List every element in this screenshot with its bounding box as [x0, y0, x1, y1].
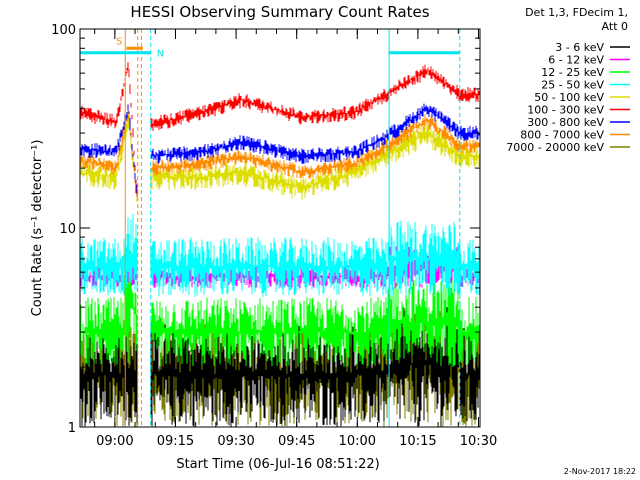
y-tick-label: 1: [68, 421, 76, 436]
axis-layer: 09:00 09:15 09:30 09:45 10:00 10:15 10:30 1 10 10…: [51, 23, 497, 449]
x-tick-label: 09:45: [278, 434, 315, 449]
timestamp: 2-Nov-2017 18:22: [564, 467, 636, 476]
x-tick-label: 09:30: [217, 434, 254, 449]
legend-label: 12 - 25 keV: [541, 66, 604, 79]
legend-label: 6 - 12 keV: [548, 54, 604, 67]
legend-label: 3 - 6 keV: [555, 41, 604, 54]
legend-label: 50 - 100 keV: [534, 91, 604, 104]
y-tick-label: 100: [51, 23, 76, 38]
x-axis-label: Start Time (06-Jul-16 08:51:22): [176, 457, 379, 472]
legend-label: 100 - 300 keV: [527, 104, 604, 117]
legend-label: 7000 - 20000 keV: [506, 141, 604, 154]
x-tick-label: 10:00: [339, 434, 376, 449]
legend-label: 25 - 50 keV: [541, 79, 604, 92]
legend-label: 300 - 800 keV: [527, 116, 604, 129]
y-tick-label: 10: [59, 222, 76, 237]
flag-label-n: N: [157, 49, 164, 60]
y-axis-label: Count Rate (s⁻¹ detector⁻¹): [30, 140, 45, 317]
plot-data-layer: SN: [79, 29, 480, 427]
x-tick-label: 10:15: [399, 434, 436, 449]
flag-label-s: S: [116, 36, 122, 47]
legend-label: 800 - 7000 keV: [520, 129, 604, 142]
x-tick-label: 10:30: [460, 434, 497, 449]
chart-title: HESSI Observing Summary Count Rates: [130, 3, 429, 21]
legend-header-line-2: Att 0: [602, 20, 628, 33]
x-tick-label: 09:00: [96, 434, 133, 449]
legend-header-line-1: Det 1,3, FDecim 1,: [525, 6, 628, 19]
x-tick-label: 09:15: [157, 434, 194, 449]
